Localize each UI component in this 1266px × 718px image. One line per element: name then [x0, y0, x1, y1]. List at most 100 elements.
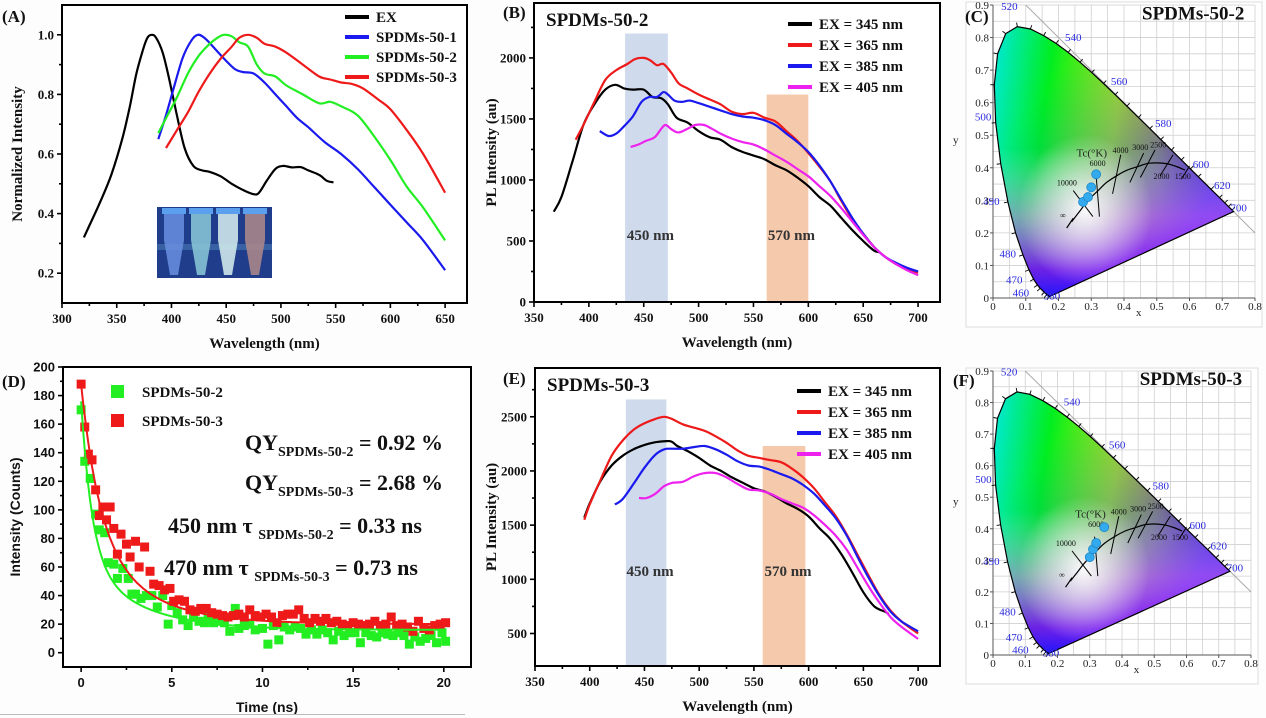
y-tick-label: 0.5	[975, 130, 989, 142]
y-tick-label: 200	[33, 360, 55, 375]
locus-tick	[1168, 508, 1172, 512]
y-axis-title: Normalized Intensity	[10, 86, 26, 222]
planckian-end-cap	[1065, 577, 1073, 588]
cct-label-infinity: ∞	[1060, 211, 1066, 220]
planckian-locus	[1069, 523, 1183, 582]
locus-tick	[1015, 387, 1018, 392]
data-point-spdms-50-3	[154, 581, 164, 591]
wavelength-label: 380	[1043, 648, 1060, 660]
series-line-ex-345-nm	[552, 83, 880, 254]
data-point-spdms-50-2	[152, 602, 162, 612]
y-tick-label: 2000	[500, 50, 526, 65]
x-tick-label: 300	[52, 311, 72, 326]
y-tick-label: 40	[41, 588, 55, 603]
cct-label: 2000	[1153, 172, 1169, 181]
x-tick-label: 0.5	[1150, 301, 1164, 313]
annotation-value: = 2.68 %	[353, 470, 443, 495]
panel-b-pl-spectra-spdms-50-2: 350 400 450 500 550 600 650 700 0 500 1000 1500 2000…	[484, 2, 941, 351]
data-point-spdms-50-3	[375, 621, 385, 631]
data-point-spdms-50-3	[321, 613, 331, 623]
x-tick-label: 0.6	[1180, 658, 1194, 670]
locus-tick	[993, 52, 998, 55]
data-point-spdms-50-3	[87, 455, 97, 465]
isotherm-line	[1095, 175, 1100, 217]
data-point-spdms-50-2	[404, 639, 414, 649]
locus-tick	[1043, 651, 1047, 655]
locus-tick	[1002, 30, 1007, 35]
series-line-spdms-50-1	[157, 33, 446, 271]
wavelength-label: 600	[1190, 520, 1207, 532]
highlight-band-450nm	[625, 399, 667, 665]
vial	[218, 214, 238, 275]
locus-tick	[993, 416, 998, 419]
highlight-band-570nm	[762, 446, 806, 665]
y-tick-label: 160	[33, 417, 55, 432]
data-point-spdms-50-2	[426, 631, 436, 641]
locus-tick	[1178, 517, 1182, 522]
chromaticity-gamut-white	[994, 391, 1230, 654]
locus-tick	[1160, 136, 1164, 140]
locus-tick	[1033, 284, 1038, 288]
locus-tick	[1079, 58, 1083, 63]
locus-tick	[1124, 465, 1128, 470]
annotation: QYSPDMs-50-2 = 0.92 %	[245, 430, 443, 460]
data-point-spdms-50-3	[116, 529, 126, 539]
divider-bottom-left	[0, 714, 465, 715]
locus-tick	[1003, 201, 1008, 204]
data-point-spdms-50-2	[366, 631, 376, 641]
locus-tick	[1157, 498, 1162, 502]
locus-tick	[1198, 173, 1202, 178]
legend-label: EX = 405 nm	[828, 447, 912, 463]
data-point-spdms-50-3	[256, 612, 266, 622]
planckian-label: Tc(°K)	[1077, 147, 1108, 159]
plot-area	[533, 2, 941, 303]
y-tick-label: 0.8	[975, 33, 989, 45]
spectral-locus	[993, 391, 1231, 654]
series-line-ex-385-nm	[599, 90, 919, 273]
wavelength-label: 490	[983, 196, 1000, 208]
data-point-spdms-50-3	[277, 611, 287, 621]
y-tick-label: 0.4	[38, 206, 55, 221]
x-tick-label: 700	[908, 674, 928, 689]
locus-tick	[1024, 627, 1029, 630]
y-tick-label: 180	[33, 388, 55, 403]
locus-tick	[1043, 294, 1048, 298]
annotation-main: 450 nm τ	[168, 513, 258, 538]
wavelength-label: 620	[1211, 540, 1228, 552]
x-tick-label: 350	[524, 310, 544, 325]
locus-tick	[1228, 566, 1232, 571]
x-axis-title: Wavelength (nm)	[682, 335, 792, 351]
data-point-spdms-50-2	[441, 636, 451, 646]
y-tick-label: 2500	[501, 409, 527, 424]
data-point-spdms-50-2	[141, 591, 151, 601]
cct-label: 6000	[1088, 520, 1104, 529]
y-tick-label: 0.2	[38, 266, 54, 281]
wavelength-label: 560	[1111, 76, 1128, 88]
data-point-spdms-50-3	[299, 613, 309, 623]
data-point-spdms-50-3	[267, 612, 277, 622]
data-point-spdms-50-3	[174, 595, 184, 605]
x-tick-label: 0.5	[1147, 658, 1161, 670]
x-tick-label: 450	[634, 310, 654, 325]
locus-tick	[1171, 146, 1175, 151]
data-point-spdms-50-3	[430, 621, 440, 631]
isotherm-line	[1139, 149, 1156, 178]
series-line-ex-385-nm	[614, 444, 919, 633]
locus-tick	[1018, 612, 1023, 615]
wavelength-label: 490	[983, 556, 1000, 568]
cct-label: 2500	[1150, 141, 1166, 150]
y-tick-label: 0.8	[975, 398, 989, 410]
locus-tick	[1066, 413, 1070, 418]
locus-tick	[1078, 423, 1082, 427]
vial	[245, 214, 265, 275]
data-point-spdms-50-2	[345, 628, 355, 638]
data-point-spdms-50-3	[419, 623, 429, 633]
data-point-spdms-50-2	[230, 603, 240, 613]
x-tick-label: 400	[162, 311, 182, 326]
data-point-spdms-50-2	[312, 629, 322, 639]
y-tick-label: 0.4	[975, 524, 989, 536]
x-tick-label: 600	[799, 310, 819, 325]
panel-label: (D)	[2, 372, 26, 391]
data-point-spdms-50-2	[94, 525, 104, 535]
